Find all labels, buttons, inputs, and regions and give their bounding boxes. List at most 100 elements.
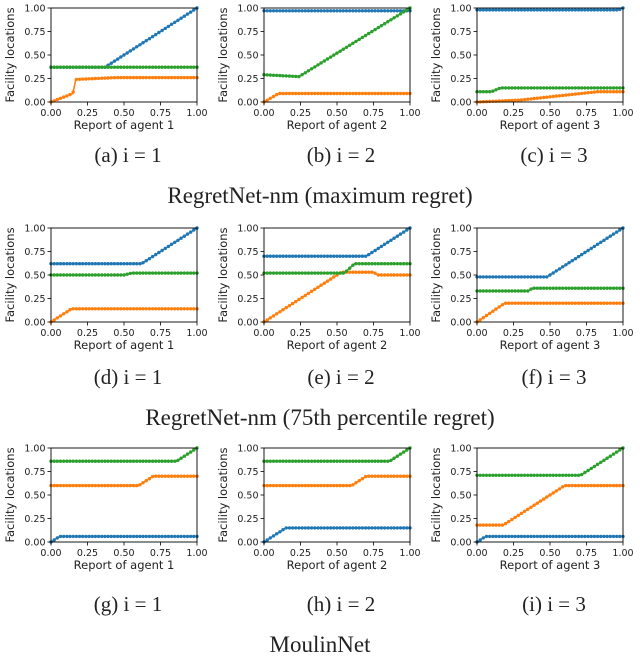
data-point — [526, 97, 530, 101]
data-point — [529, 86, 533, 90]
series-3 — [475, 446, 625, 477]
data-point — [386, 91, 390, 96]
data-point — [119, 65, 123, 69]
data-point — [332, 459, 336, 463]
data-point — [341, 483, 345, 488]
data-point — [182, 474, 186, 478]
data-point — [322, 9, 326, 13]
data-point — [615, 90, 619, 94]
data-point — [554, 473, 558, 477]
data-point — [284, 459, 288, 463]
data-point — [332, 275, 336, 279]
data-point — [281, 459, 285, 463]
data-point — [294, 483, 298, 488]
data-point — [65, 534, 69, 539]
data-point — [81, 262, 85, 266]
data-point — [500, 534, 505, 539]
data-point — [357, 270, 361, 274]
data-point — [71, 534, 75, 539]
data-point — [68, 483, 72, 488]
data-point — [341, 254, 345, 258]
data-point — [128, 262, 132, 266]
series-2 — [262, 474, 412, 488]
data-point — [611, 534, 616, 539]
data-point — [131, 262, 136, 266]
data-point — [564, 263, 568, 267]
data-point — [163, 271, 167, 275]
data-point — [332, 53, 336, 57]
data-point — [386, 474, 390, 478]
data-point — [329, 483, 333, 488]
data-point — [615, 286, 619, 290]
data-point — [392, 262, 396, 266]
data-point — [141, 307, 145, 311]
data-point — [322, 91, 326, 96]
data-point — [68, 92, 72, 97]
x-tick-label: 0.75 — [150, 548, 171, 559]
data-point — [65, 273, 69, 277]
series-line — [263, 527, 410, 543]
data-point — [271, 9, 276, 13]
data-point — [147, 75, 152, 80]
data-point — [376, 459, 380, 463]
data-point — [357, 91, 361, 96]
data-point — [112, 59, 117, 63]
data-point — [522, 97, 527, 102]
series-line — [264, 447, 411, 462]
data-point — [332, 271, 336, 275]
data-point — [497, 305, 501, 309]
data-point — [370, 91, 374, 96]
data-point — [567, 534, 571, 539]
data-point — [173, 65, 177, 69]
data-point — [615, 8, 619, 12]
data-point — [303, 459, 307, 463]
subfigure-caption: (f) i = 3 — [522, 365, 587, 389]
data-point — [290, 254, 295, 258]
data-point — [179, 456, 183, 460]
data-point — [169, 307, 174, 311]
data-point — [551, 94, 555, 99]
data-point — [379, 526, 384, 530]
data-point — [122, 459, 126, 463]
data-point — [147, 459, 152, 463]
data-point — [116, 273, 120, 277]
data-point — [150, 65, 155, 69]
data-point — [77, 483, 82, 488]
data-point — [551, 491, 555, 495]
x-tick-label: 0.50 — [326, 548, 347, 559]
data-point — [494, 307, 498, 311]
data-point — [500, 275, 505, 279]
data-point — [160, 271, 164, 275]
series-3 — [475, 86, 625, 94]
data-point — [519, 86, 524, 90]
data-point — [507, 534, 511, 539]
y-tick-label: 0.00 — [237, 537, 258, 548]
data-point — [52, 538, 56, 542]
data-point — [354, 459, 358, 463]
data-point — [615, 301, 619, 305]
data-point — [332, 483, 336, 488]
data-point — [519, 534, 524, 539]
data-point — [71, 65, 75, 69]
data-point — [313, 254, 317, 258]
data-point — [313, 483, 317, 488]
data-point — [169, 459, 174, 463]
data-point — [68, 262, 72, 266]
data-point — [157, 534, 161, 539]
data-point — [557, 267, 562, 271]
data-point — [542, 497, 546, 501]
y-tick-label: 0.75 — [24, 27, 45, 38]
data-point — [284, 271, 288, 275]
data-point — [65, 65, 69, 69]
data-point — [379, 24, 384, 28]
data-point — [303, 526, 307, 530]
subfigure-caption: (g) i = 1 — [94, 592, 162, 616]
data-point — [405, 474, 409, 478]
data-point — [300, 459, 304, 463]
data-point — [376, 9, 380, 13]
data-point — [52, 273, 56, 277]
data-point — [542, 86, 546, 90]
data-point — [608, 534, 612, 539]
data-point — [583, 483, 587, 488]
data-point — [363, 270, 368, 274]
